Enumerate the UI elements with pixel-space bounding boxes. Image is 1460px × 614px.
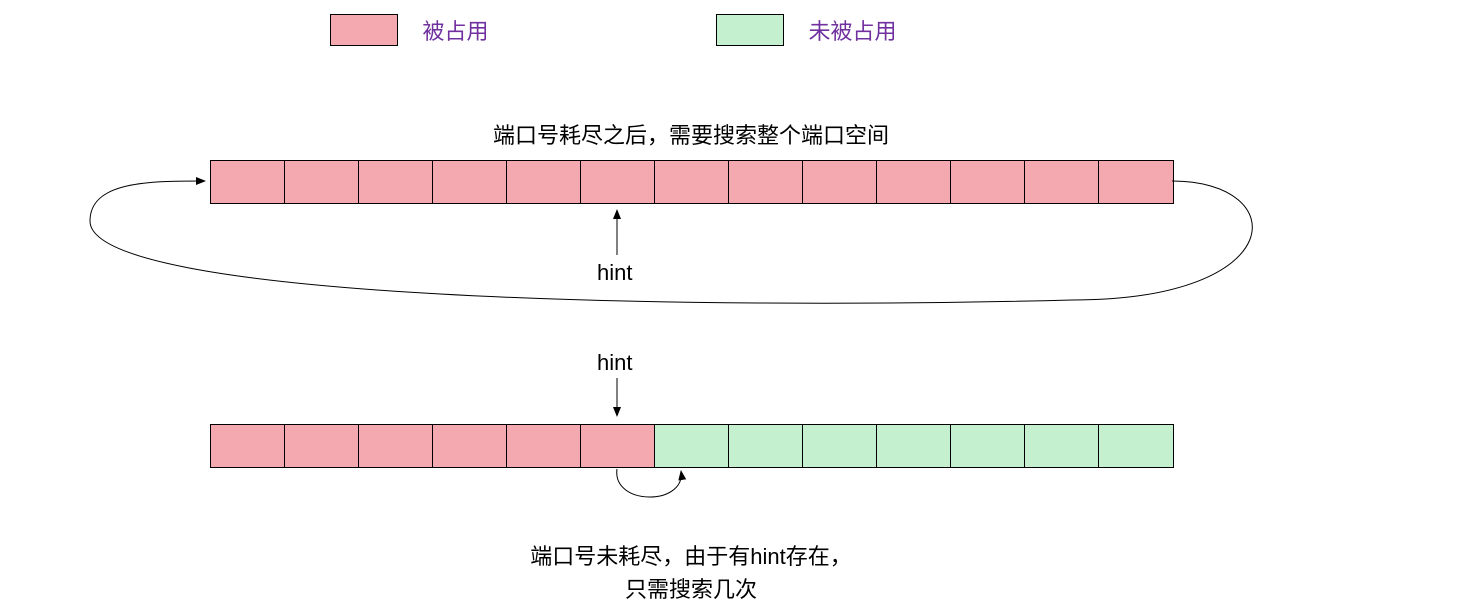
diagram1-cell (877, 161, 951, 203)
diagram2-caption-line1: 端口号未耗尽，由于有hint存在， (210, 540, 1172, 573)
diagram1-cell (1099, 161, 1173, 203)
diagram2-cell (211, 425, 285, 467)
diagram1-cell (211, 161, 285, 203)
legend-free-box (716, 14, 784, 46)
diagram2-cell (359, 425, 433, 467)
diagram1-cell (507, 161, 581, 203)
diagram2-cell (507, 425, 581, 467)
legend-occupied-box (330, 14, 398, 46)
diagram2-hint-label: hint (597, 350, 632, 376)
arrows-svg (0, 0, 1460, 614)
diagram2-small-arrow (617, 469, 681, 497)
diagram1-cell (729, 161, 803, 203)
legend-free-label: 未被占用 (808, 14, 896, 46)
diagram1-cell (951, 161, 1025, 203)
diagram1-cell (581, 161, 655, 203)
diagram2-cell (951, 425, 1025, 467)
diagram2-cell (729, 425, 803, 467)
diagram1-hint-label: hint (597, 260, 632, 286)
diagram1-cell (655, 161, 729, 203)
diagram1-cell (1025, 161, 1099, 203)
diagram2-cell (1099, 425, 1173, 467)
diagram2-row (210, 424, 1174, 468)
diagram2-caption: 端口号未耗尽，由于有hint存在， 只需搜索几次 (210, 540, 1172, 606)
diagram1-cell (433, 161, 507, 203)
diagram2-cell (581, 425, 655, 467)
diagram2-caption-line2: 只需搜索几次 (210, 573, 1172, 606)
legend-occupied: 被占用 (330, 14, 488, 46)
legend-free: 未被占用 (716, 14, 896, 46)
diagram1-title: 端口号耗尽之后，需要搜索整个端口空间 (210, 118, 1172, 150)
diagram2-cell (285, 425, 359, 467)
diagram2-cell (655, 425, 729, 467)
diagram2-cell (803, 425, 877, 467)
legend-occupied-label: 被占用 (422, 14, 488, 46)
diagram1-cell (359, 161, 433, 203)
diagram1-cell (285, 161, 359, 203)
diagram1-cell (803, 161, 877, 203)
diagram2-cell (1025, 425, 1099, 467)
diagram2-cell (877, 425, 951, 467)
diagram2-cell (433, 425, 507, 467)
diagram1-row (210, 160, 1174, 204)
